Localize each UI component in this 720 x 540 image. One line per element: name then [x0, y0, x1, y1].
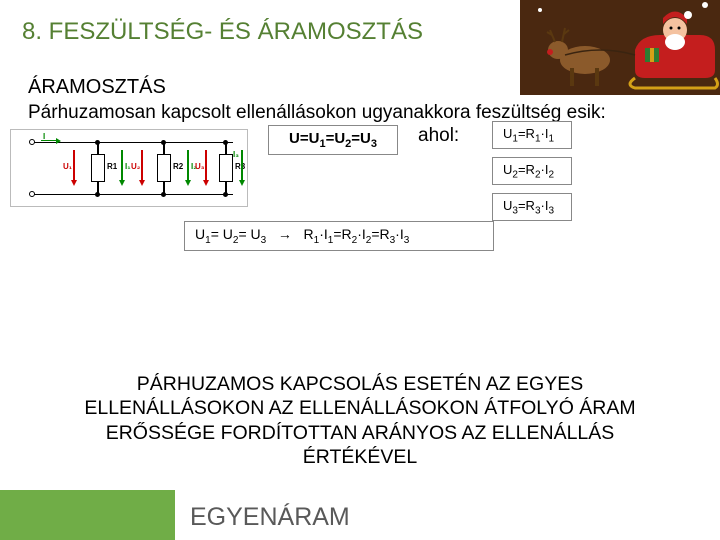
footer-text: EGYENÁRAM — [190, 503, 350, 532]
formula-u3: U3=R3·I3 — [492, 193, 572, 222]
circuit-diagram: I R1 U₁ I₁ R2 U₂ I₂ R3 — [10, 129, 248, 207]
i3-label: I₃ — [233, 150, 239, 159]
r1-label: R1 — [107, 162, 117, 171]
footer-accent — [0, 490, 175, 540]
formula-main: U=U1=U2=U3 — [268, 125, 398, 155]
santa-decoration — [520, 0, 720, 95]
u1-label: U₁ — [63, 162, 72, 171]
r2-label: R2 — [173, 162, 183, 171]
i1-label: I₁ — [125, 162, 131, 171]
formula-u2: U2=R2·I2 — [492, 157, 572, 186]
u3-label: U₃ — [195, 162, 204, 171]
formula-u1: U1=R1·I1 — [492, 121, 572, 150]
body-text: Párhuzamosan kapcsolt ellenállásokon ugy… — [0, 99, 720, 125]
conclusion-text: PÁRHUZAMOS KAPCSOLÁS ESETÉN AZ EGYES ELL… — [0, 372, 720, 470]
formula-derivation: U1= U2= U3 → R1·I1=R2·I2=R3·I3 — [184, 221, 494, 251]
u2-label: U₂ — [131, 162, 140, 171]
ahol-label: ahol: — [418, 125, 459, 147]
content-area: I R1 U₁ I₁ R2 U₂ I₂ R3 — [0, 125, 720, 265]
